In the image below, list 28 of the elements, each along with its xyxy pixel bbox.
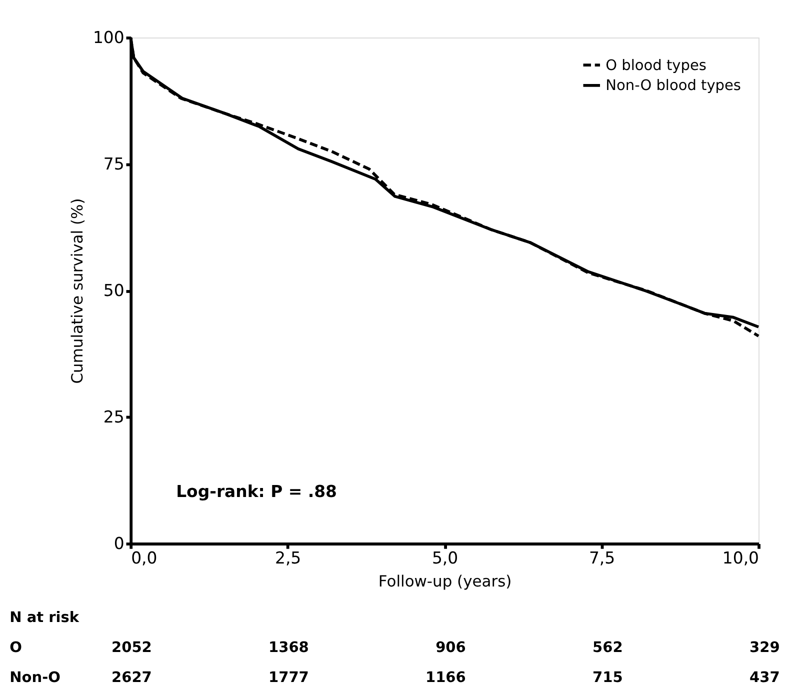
text: 906 xyxy=(436,640,466,656)
text: O xyxy=(10,640,22,656)
text: 437 xyxy=(750,670,780,686)
y-tick-label: 25 xyxy=(103,407,124,426)
x-tick-label: 7,5 xyxy=(588,548,616,568)
y-tick-label: 0 xyxy=(114,534,124,553)
x-tick-label: 0,0 xyxy=(131,548,158,568)
x-tick-label: 2,5 xyxy=(275,548,302,568)
text: 562 xyxy=(592,640,623,656)
y-axis-title: Cumulative survival (%) xyxy=(68,198,86,384)
text: 1166 xyxy=(425,670,466,686)
text: 2052 xyxy=(112,640,152,656)
text: Non-O xyxy=(10,670,60,686)
text: 715 xyxy=(592,670,623,686)
x-tick-label: 5,0 xyxy=(432,548,458,568)
annotation: Log-rank: P = .88 xyxy=(176,482,337,502)
text: 1368 xyxy=(268,640,309,656)
text: 2627 xyxy=(112,670,152,686)
text: N at risk xyxy=(10,610,80,626)
text: 329 xyxy=(750,640,780,656)
legend-label: Non-O blood types xyxy=(606,78,741,94)
y-tick-label: 75 xyxy=(103,154,124,174)
y-tick-label: 50 xyxy=(103,280,124,300)
y-tick-label: 100 xyxy=(92,28,124,47)
x-axis-title: Follow-up (years) xyxy=(378,572,512,591)
legend-label: O blood types xyxy=(606,58,706,74)
text: 1777 xyxy=(268,670,309,686)
x-tick-label: 10,0 xyxy=(722,548,760,568)
